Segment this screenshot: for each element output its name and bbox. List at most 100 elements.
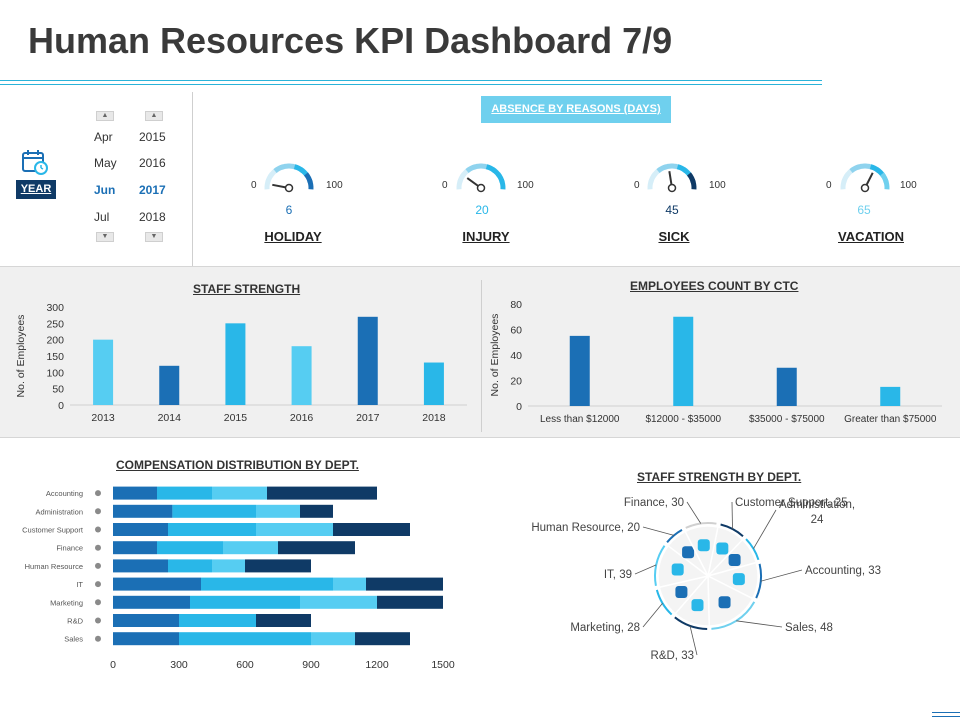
gauge-label: HOLIDAY bbox=[264, 229, 322, 244]
gauge-min-label: 0 bbox=[826, 180, 832, 191]
y-tick-label: 50 bbox=[52, 384, 64, 396]
accounting-icon bbox=[95, 490, 101, 497]
pie-ring-arc bbox=[755, 563, 762, 599]
icon-dot bbox=[95, 490, 101, 497]
x-tick-label: $12000 - $35000 bbox=[645, 414, 721, 425]
bar-segment bbox=[113, 559, 168, 573]
x-tick-label: 2014 bbox=[158, 412, 182, 424]
leader-line bbox=[642, 603, 663, 628]
leader-line bbox=[634, 564, 657, 575]
gauge-segment bbox=[883, 179, 890, 190]
x-tick-label: $35000 - $75000 bbox=[749, 414, 825, 425]
bar-segment bbox=[212, 486, 267, 500]
category-label: Marketing bbox=[50, 598, 83, 607]
category-label: Accounting bbox=[46, 489, 83, 498]
bar-segment bbox=[113, 595, 190, 609]
bar bbox=[159, 365, 180, 405]
month-option[interactable]: May bbox=[94, 156, 117, 170]
category-label: Administration bbox=[35, 507, 83, 516]
year-scroll-down-button[interactable]: ▼ bbox=[145, 232, 163, 242]
y-tick-label: 300 bbox=[46, 302, 64, 314]
month-option-selected[interactable]: Jun bbox=[94, 183, 116, 197]
y-tick-label: 250 bbox=[46, 318, 64, 330]
absence-by-reasons-button[interactable]: ABSENCE BY REASONS (DAYS) bbox=[481, 96, 671, 123]
category-label: R&D bbox=[67, 617, 83, 626]
bar-segment bbox=[377, 595, 443, 609]
selector-divider bbox=[192, 92, 193, 266]
bar bbox=[880, 386, 901, 406]
bar-segment bbox=[113, 632, 179, 646]
header-divider-2 bbox=[0, 84, 822, 85]
year-scroll-up-button[interactable]: ▲ bbox=[145, 111, 163, 121]
icon-shape bbox=[716, 542, 729, 555]
bar-segment bbox=[278, 541, 355, 555]
human-resource-icon bbox=[682, 546, 695, 559]
x-tick-label: 900 bbox=[302, 659, 320, 671]
category-label: Finance bbox=[56, 544, 83, 553]
gauge-value: 6 bbox=[285, 203, 293, 217]
bar-segment bbox=[333, 523, 410, 536]
y-tick-label: 80 bbox=[510, 299, 522, 311]
bar-segment bbox=[113, 577, 201, 591]
gauge-min-label: 0 bbox=[251, 180, 257, 191]
year-button[interactable]: YEAR bbox=[16, 180, 56, 199]
gauge-min-label: 0 bbox=[634, 180, 640, 191]
bar-segment bbox=[245, 559, 311, 573]
rnd-icon bbox=[95, 617, 101, 624]
pie-ring-arc bbox=[654, 545, 666, 587]
holiday-gauge-dial bbox=[264, 163, 314, 193]
icon-shape bbox=[718, 596, 731, 609]
bar-segment bbox=[256, 504, 300, 518]
bar bbox=[225, 323, 246, 405]
footer-accent-2 bbox=[932, 716, 960, 717]
bar bbox=[569, 335, 590, 406]
gauge-max-label: 100 bbox=[900, 180, 917, 191]
ctc-chart-title: EMPLOYEES COUNT BY CTC bbox=[630, 279, 799, 293]
leader-line bbox=[689, 625, 698, 656]
year-option[interactable]: 2015 bbox=[139, 130, 166, 144]
month-scroll-down-button[interactable]: ▼ bbox=[96, 232, 114, 242]
bar-segment bbox=[179, 614, 256, 627]
administration-icon bbox=[95, 508, 101, 515]
staff-by-dept-title: STAFF STRENGTH BY DEPT. bbox=[637, 470, 802, 484]
year-option[interactable]: 2016 bbox=[139, 156, 166, 170]
pie-label: Administration, 24 bbox=[779, 499, 855, 526]
staff-strength-title: STAFF STRENGTH bbox=[193, 282, 301, 296]
icon-shape bbox=[671, 563, 684, 576]
bar-segment bbox=[157, 541, 223, 555]
leader-line bbox=[753, 509, 777, 549]
sales-icon bbox=[95, 635, 101, 642]
pie-ring-arc bbox=[685, 522, 717, 529]
year-option[interactable]: 2018 bbox=[139, 210, 166, 224]
middle-divider bbox=[481, 280, 482, 432]
gauge-segment bbox=[499, 179, 506, 190]
icon-dot bbox=[95, 599, 101, 606]
bar bbox=[291, 346, 312, 405]
gauge-min-label: 0 bbox=[442, 180, 448, 191]
pie-ring-arc bbox=[720, 523, 744, 537]
month-option[interactable]: Jul bbox=[94, 210, 110, 224]
y-axis-label: No. of Employees bbox=[489, 314, 501, 397]
footer-accent bbox=[932, 712, 960, 713]
it-icon bbox=[671, 563, 684, 576]
bar-segment bbox=[113, 486, 157, 500]
pie-label-line: 24 bbox=[811, 514, 824, 526]
sick-gauge-dial bbox=[647, 163, 697, 193]
icon-shape bbox=[728, 554, 741, 567]
bar bbox=[93, 339, 114, 405]
finance-icon bbox=[95, 544, 101, 551]
x-tick-label: 1500 bbox=[431, 659, 455, 671]
gauge-label: VACATION bbox=[838, 229, 904, 244]
bar-segment bbox=[333, 577, 366, 591]
month-scroll-up-button[interactable]: ▲ bbox=[96, 111, 114, 121]
administration-icon bbox=[728, 554, 741, 567]
bar-segment bbox=[300, 504, 333, 518]
bar-segment bbox=[113, 614, 179, 627]
marketing-icon bbox=[675, 585, 688, 598]
year-option-selected[interactable]: 2017 bbox=[139, 183, 166, 197]
gauge-value: 65 bbox=[857, 203, 871, 217]
month-option[interactable]: Apr bbox=[94, 130, 113, 144]
pie-ring-arc bbox=[674, 616, 708, 630]
y-tick-label: 150 bbox=[46, 351, 64, 363]
